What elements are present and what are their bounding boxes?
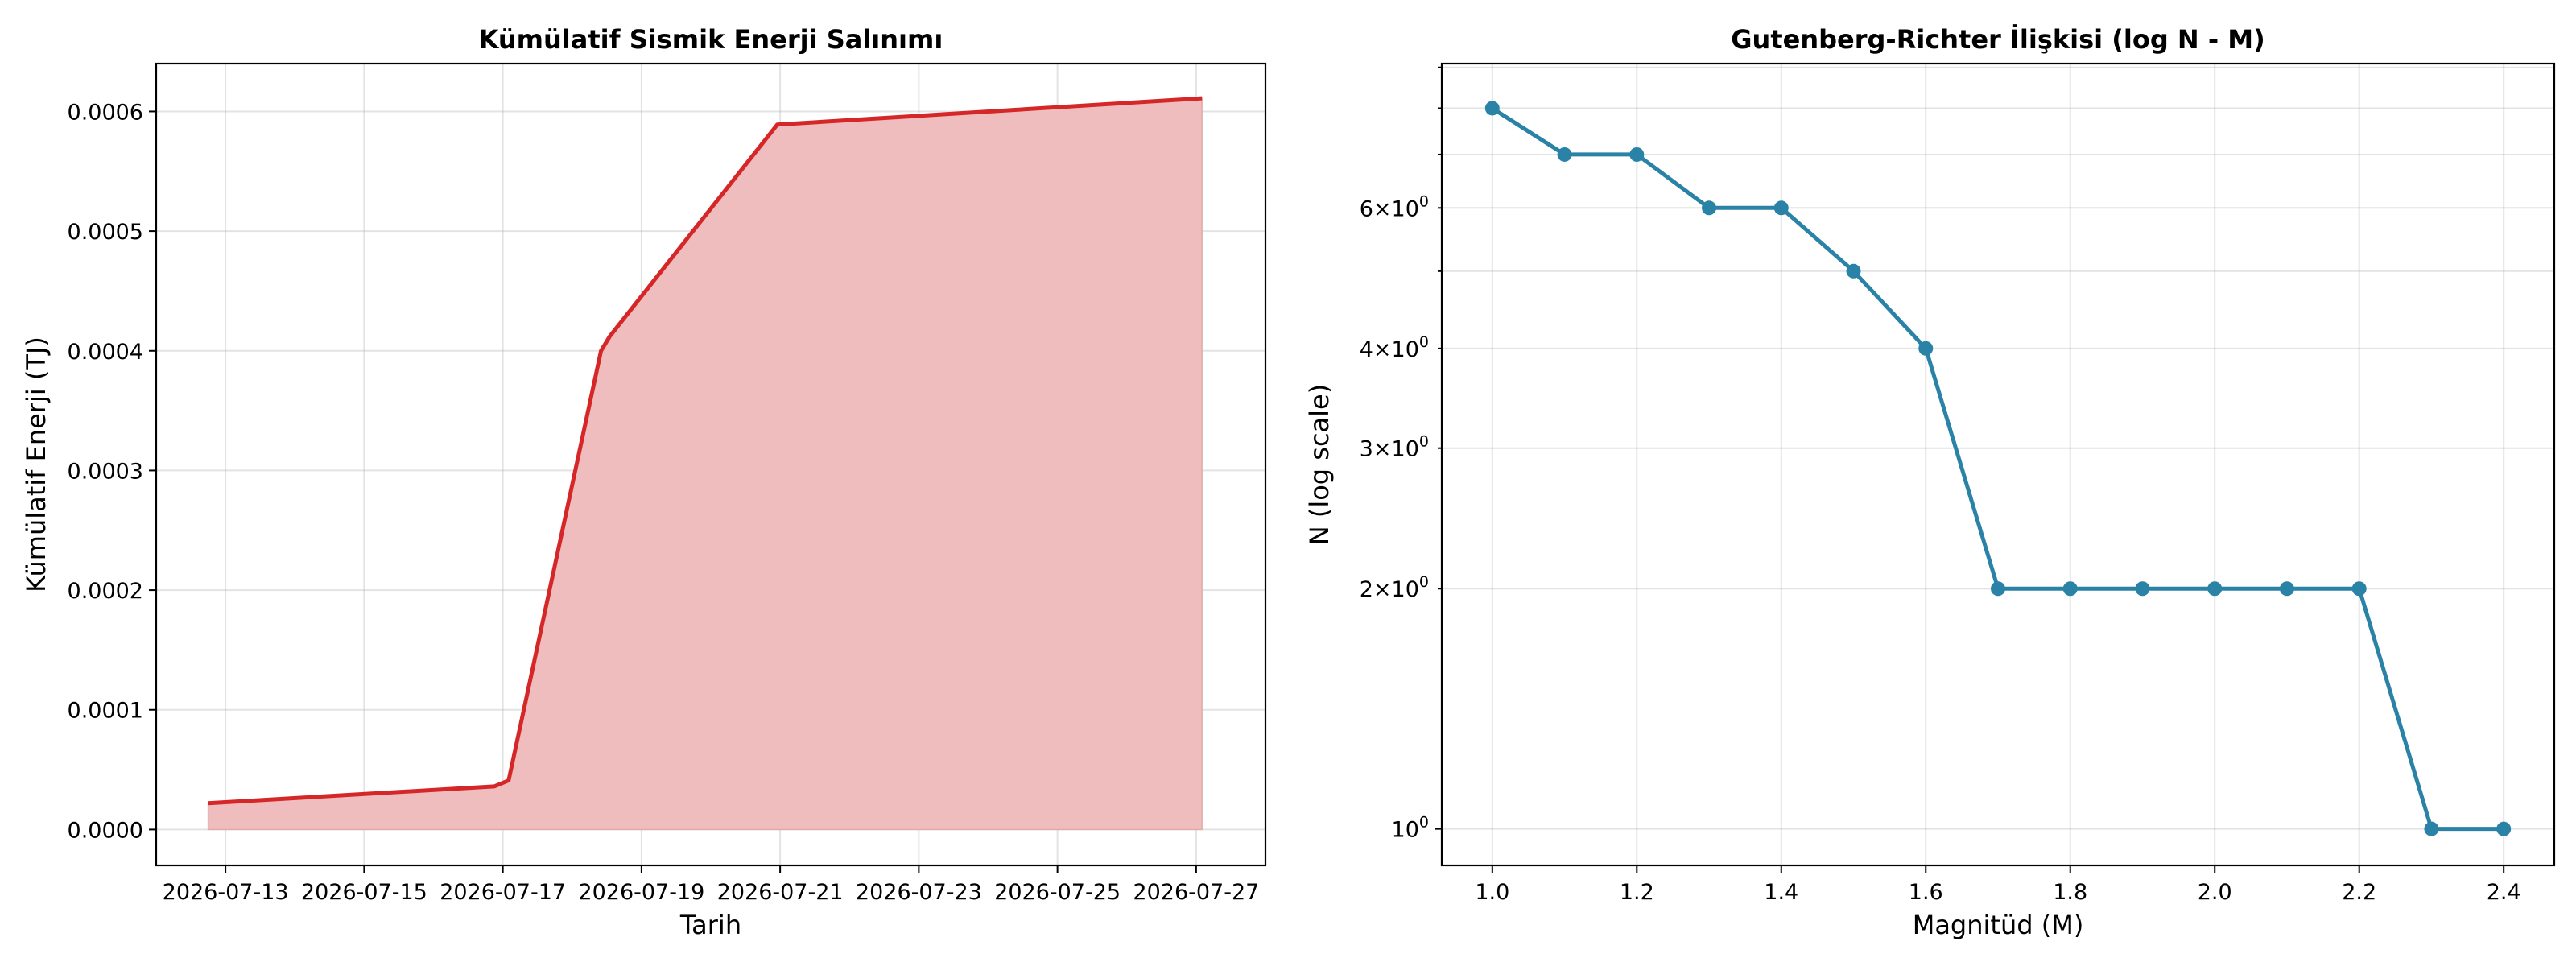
energy-y-tick-label: 0.0003: [68, 459, 143, 484]
gr-y-ticks: 100 2×100 3×100 4×100 6×100: [1360, 66, 1442, 843]
energy-y-tick-label: 0.0001: [68, 699, 143, 724]
energy-chart-title: Kümülatif Sismik Enerji Salınımı: [479, 24, 943, 55]
gr-data-point: [1702, 200, 1717, 216]
gr-y-axis-label: N (log scale): [1304, 384, 1335, 545]
gr-data-point: [2279, 581, 2294, 597]
energy-x-ticks: 2026-07-13 2026-07-15 2026-07-17 2026-07-19…: [163, 865, 1259, 905]
energy-x-tick-label: 2026-07-23: [856, 880, 982, 905]
energy-y-tick-label: 0.0005: [68, 220, 143, 245]
gr-points: [1484, 101, 2512, 836]
gr-data-point: [2351, 581, 2367, 597]
energy-x-tick-label: 2026-07-17: [440, 880, 566, 905]
energy-x-tick-label: 2026-07-13: [163, 880, 289, 905]
gr-x-tick-label: 2.2: [2342, 880, 2376, 905]
energy-y-tick-label: 0.0000: [68, 818, 143, 843]
energy-x-tick-label: 2026-07-25: [994, 880, 1121, 905]
energy-y-tick-label: 0.0002: [68, 579, 143, 604]
cumulative-energy-chart: 2026-07-13 2026-07-15 2026-07-17 2026-07-19…: [21, 24, 1267, 940]
energy-y-tick-label: 0.0004: [68, 340, 143, 365]
gr-data-point: [1918, 341, 1934, 356]
gr-x-ticks: 1.0 1.2 1.4 1.6 1.8 2.0 2.2 2.4: [1475, 865, 2521, 905]
gr-chart-title: Gutenberg-Richter İlişkisi (log N - M): [1731, 24, 2264, 55]
gr-x-axis-label: Magnitüd (M): [1913, 910, 2084, 940]
energy-line: [208, 96, 1203, 806]
gr-x-tick-label: 1.8: [2053, 880, 2087, 905]
energy-x-axis-label: Tarih: [679, 910, 741, 940]
gr-y-tick-label: 4×100: [1360, 333, 1429, 362]
gr-plot-frame: [1440, 62, 2556, 867]
gr-x-tick-label: 2.0: [2198, 880, 2232, 905]
energy-y-ticks: 0.0000 0.0001 0.0002 0.0003 0.0004 0.0005 0.00…: [68, 100, 156, 843]
gr-data-point: [1991, 581, 2005, 597]
gr-data-point: [1846, 263, 1861, 279]
gr-data-point: [2062, 581, 2078, 597]
energy-x-tick-label: 2026-07-21: [717, 880, 844, 905]
energy-x-tick-label: 2026-07-27: [1133, 880, 1259, 905]
gr-data-point: [1484, 101, 1500, 116]
energy-x-tick-label: 2026-07-19: [578, 880, 704, 905]
gr-y-tick-label: 100: [1392, 814, 1429, 843]
gr-data-point: [2424, 821, 2439, 836]
gutenberg-richter-chart: 1.0 1.2 1.4 1.6 1.8 2.0 2.2 2.4 100 2×100 3×100 4×…: [1304, 24, 2556, 940]
gr-data-point: [1557, 147, 1572, 162]
energy-plot-frame: [155, 62, 1267, 867]
gr-data-point: [1773, 200, 1789, 216]
energy-y-axis-label: Kümülatif Enerji (TJ): [21, 336, 52, 592]
gr-x-tick-label: 1.6: [1909, 880, 1943, 905]
gr-data-point: [2135, 581, 2150, 597]
gr-y-tick-label: 6×100: [1360, 192, 1429, 221]
gr-x-tick-label: 1.4: [1764, 880, 1798, 905]
gr-data-point: [2207, 581, 2223, 597]
energy-x-tick-label: 2026-07-15: [301, 880, 427, 905]
gr-y-tick-label: 3×100: [1360, 433, 1429, 462]
energy-y-tick-label: 0.0006: [68, 100, 143, 125]
gr-x-tick-label: 1.0: [1475, 880, 1509, 905]
gr-x-tick-label: 2.4: [2487, 880, 2521, 905]
gr-data-point: [2496, 821, 2512, 836]
gr-data-point: [1629, 147, 1645, 162]
gr-y-tick-label: 2×100: [1360, 573, 1429, 602]
gr-grid: [1442, 64, 2554, 865]
gr-x-tick-label: 1.2: [1620, 880, 1654, 905]
